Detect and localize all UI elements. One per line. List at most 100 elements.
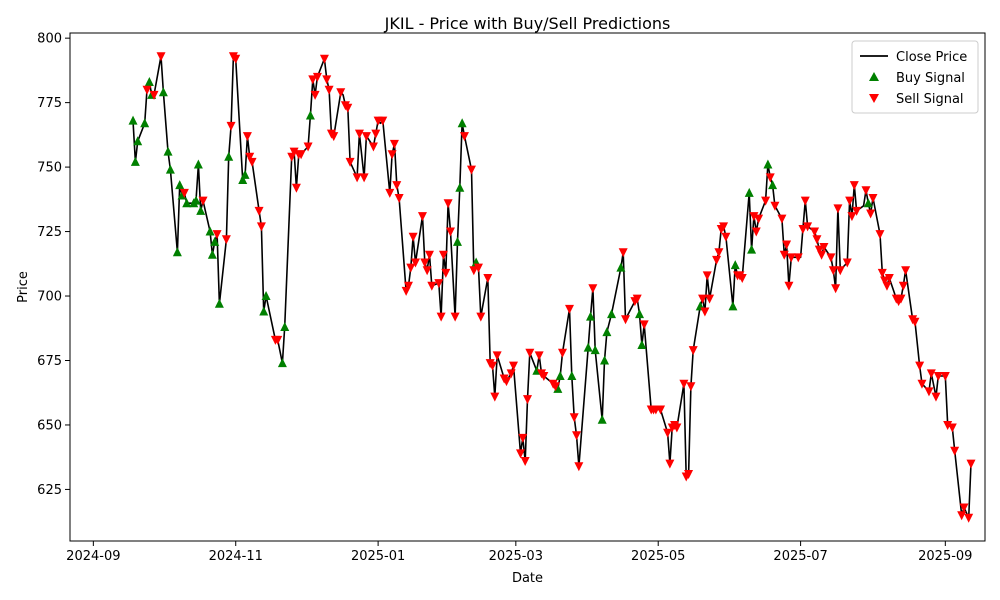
sell-signal-marker bbox=[436, 312, 446, 322]
x-tick-label: 2025-01 bbox=[351, 549, 405, 564]
sell-signal-marker bbox=[420, 258, 430, 268]
buy-signal-marker bbox=[191, 195, 201, 205]
sell-signal-marker bbox=[898, 281, 908, 291]
sell-signal-marker bbox=[443, 199, 453, 209]
buy-signal-marker bbox=[214, 298, 224, 308]
buy-signal-marker bbox=[728, 301, 738, 311]
sell-signal-marker bbox=[385, 188, 395, 198]
sell-signal-marker bbox=[761, 196, 771, 206]
sell-signal-marker bbox=[793, 253, 803, 263]
sell-signal-marker bbox=[469, 266, 479, 276]
legend-sell-swatch bbox=[869, 94, 879, 103]
sell-signal-marker bbox=[866, 209, 876, 219]
buy-signal-marker bbox=[597, 414, 607, 424]
x-axis-title: Date bbox=[512, 571, 543, 586]
sell-signal-marker bbox=[434, 279, 444, 289]
sell-signal-marker bbox=[352, 173, 362, 183]
sell-signal-marker bbox=[492, 351, 502, 361]
sell-signal-marker bbox=[705, 294, 715, 304]
sell-signal-marker bbox=[665, 459, 675, 469]
sell-signal-marker bbox=[473, 263, 483, 273]
sell-signal-marker bbox=[812, 235, 822, 245]
sell-signal-marker bbox=[459, 132, 469, 142]
sell-signal-marker bbox=[487, 361, 497, 371]
sell-signal-marker bbox=[618, 248, 628, 258]
sell-signal-marker bbox=[831, 284, 841, 294]
y-tick-label: 675 bbox=[37, 354, 62, 369]
plot-frame bbox=[69, 32, 986, 542]
sell-signal-marker bbox=[403, 281, 413, 291]
buy-signal-marker bbox=[637, 340, 647, 350]
y-tick-label: 775 bbox=[37, 96, 62, 111]
sell-signal-marker bbox=[247, 157, 257, 167]
sell-signal-marker bbox=[343, 103, 353, 113]
buy-signal-marker bbox=[238, 174, 248, 184]
buy-signal-marker bbox=[277, 358, 287, 368]
legend-entry-close-price: Close Price bbox=[896, 50, 967, 65]
sell-signal-marker bbox=[915, 361, 925, 371]
y-axis-title: Price bbox=[16, 271, 31, 303]
sell-signal-marker bbox=[226, 121, 236, 131]
sell-signal-marker bbox=[574, 462, 584, 472]
sell-signal-marker bbox=[770, 201, 780, 211]
sell-signal-marker bbox=[394, 194, 404, 204]
sell-signal-marker bbox=[842, 258, 852, 268]
sell-signal-marker bbox=[359, 173, 369, 183]
sell-signal-marker bbox=[765, 173, 775, 183]
sell-signal-marker bbox=[679, 379, 689, 389]
y-tick-label: 700 bbox=[37, 290, 62, 305]
buy-signal-marker bbox=[555, 370, 565, 380]
sell-signal-marker bbox=[817, 250, 827, 260]
x-tick-label: 2025-09 bbox=[918, 549, 972, 564]
sell-signal-marker bbox=[784, 281, 794, 291]
sell-signal-marker bbox=[289, 147, 299, 157]
sell-signal-marker bbox=[702, 271, 712, 281]
sell-signal-marker bbox=[518, 433, 528, 443]
sell-signal-marker bbox=[672, 423, 682, 433]
sell-signal-marker bbox=[845, 196, 855, 206]
sell-signal-marker bbox=[389, 139, 399, 149]
buy-signal-marker bbox=[590, 345, 600, 355]
sell-signal-marker bbox=[686, 382, 696, 392]
sell-signal-marker bbox=[901, 266, 911, 276]
buy-signal-marker bbox=[207, 249, 217, 259]
sell-signal-marker bbox=[424, 250, 434, 260]
legend: Close Price Buy Signal Sell Signal bbox=[851, 40, 979, 114]
sell-signal-marker bbox=[861, 186, 871, 196]
sell-signal-marker bbox=[310, 90, 320, 100]
sell-signal-marker bbox=[378, 116, 388, 126]
sell-signal-marker bbox=[273, 335, 283, 345]
sell-signal-marker bbox=[558, 348, 568, 358]
buy-signal-marker bbox=[240, 169, 250, 179]
sell-signal-marker bbox=[828, 266, 838, 276]
sell-signal-marker bbox=[698, 294, 708, 304]
sell-signal-marker bbox=[231, 54, 241, 64]
sell-signal-marker bbox=[245, 152, 255, 162]
sell-signal-marker bbox=[940, 371, 950, 381]
buy-signal-marker bbox=[205, 226, 215, 236]
sell-signal-marker bbox=[621, 315, 631, 325]
sell-signal-marker bbox=[849, 181, 859, 191]
buy-signal-marker bbox=[567, 370, 577, 380]
sell-signal-marker bbox=[833, 204, 843, 214]
sell-signal-marker bbox=[149, 90, 159, 100]
sell-signal-marker bbox=[719, 222, 729, 232]
sell-signal-marker bbox=[221, 235, 231, 245]
sell-signal-marker bbox=[312, 72, 322, 82]
buy-signal-marker bbox=[863, 198, 873, 208]
sell-signal-marker bbox=[777, 214, 787, 224]
x-tick-label: 2024-09 bbox=[66, 549, 120, 564]
sell-signal-marker bbox=[242, 132, 252, 142]
sell-signal-marker bbox=[445, 227, 455, 237]
buy-signal-marker bbox=[744, 187, 754, 197]
sell-signal-marker bbox=[819, 243, 829, 253]
sell-signal-marker bbox=[588, 284, 598, 294]
sell-signal-marker bbox=[910, 317, 920, 327]
sell-signal-marker bbox=[329, 132, 339, 142]
buy-signal-marker bbox=[193, 159, 203, 169]
sell-signal-marker bbox=[688, 346, 698, 356]
sell-signal-marker bbox=[877, 268, 887, 278]
sell-signal-marker bbox=[803, 222, 813, 232]
sell-signal-marker bbox=[508, 361, 518, 371]
sell-signal-marker bbox=[534, 351, 544, 361]
